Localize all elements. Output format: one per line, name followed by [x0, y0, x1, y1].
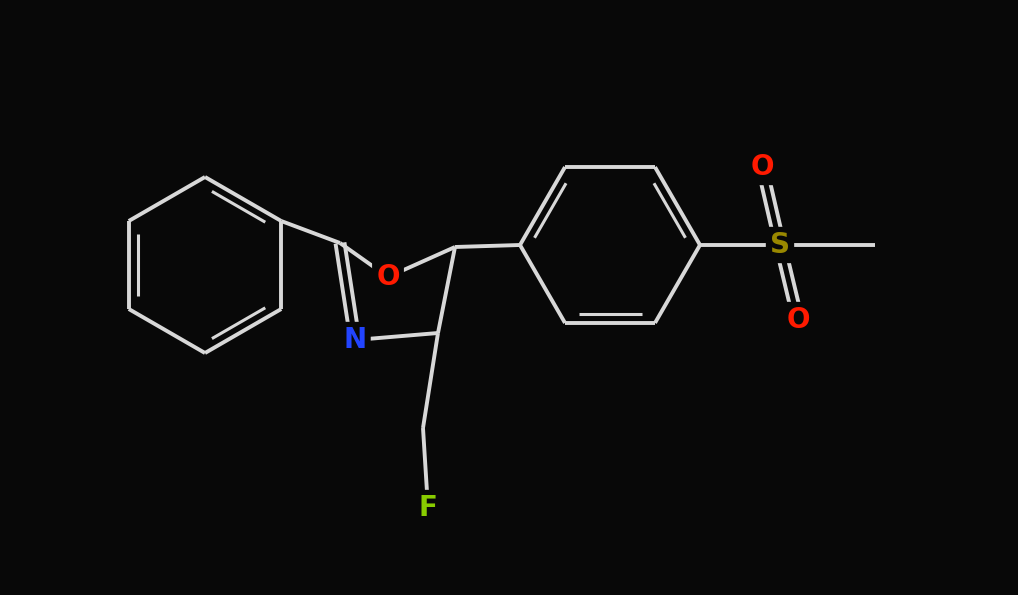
Text: F: F — [418, 494, 438, 522]
Text: O: O — [786, 306, 809, 334]
Text: O: O — [750, 153, 774, 181]
Text: S: S — [770, 231, 790, 259]
Text: O: O — [377, 263, 400, 291]
Text: N: N — [343, 326, 366, 354]
